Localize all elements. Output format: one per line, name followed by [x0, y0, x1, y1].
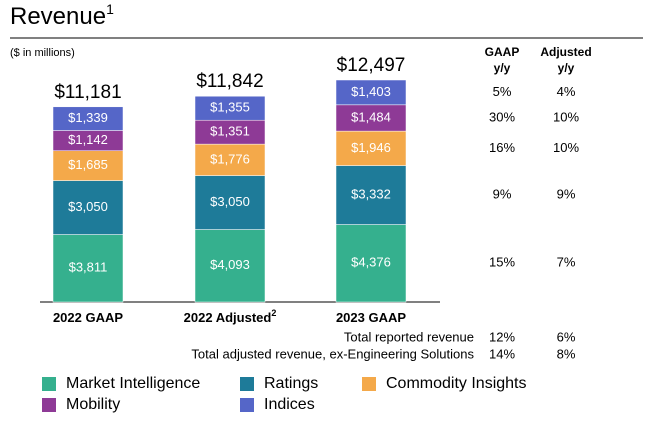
bar-segment	[194, 95, 266, 121]
growth-cell: 7%	[557, 255, 576, 270]
legend-swatch	[42, 398, 56, 412]
segment-label: $3,050	[210, 194, 250, 209]
bar-segment	[194, 229, 266, 303]
legend-label: Ratings	[264, 375, 318, 392]
total-row-label: Total adjusted revenue, ex-Engineering S…	[191, 346, 474, 361]
category-label: 2022 Adjusted2	[184, 308, 277, 325]
title-note: 1	[106, 1, 114, 17]
total-label: $11,181	[54, 82, 121, 103]
bar-segment	[52, 234, 124, 303]
legend-label: Market Intelligence	[66, 375, 200, 392]
chart-title: Revenue1	[10, 1, 114, 31]
segment-label: $1,776	[210, 151, 250, 166]
growth-cell: 14%	[489, 346, 515, 361]
segment-label: $1,484	[351, 109, 391, 124]
bar-segment	[335, 224, 407, 303]
bar-segment	[52, 150, 124, 181]
growth-cell: 5%	[493, 84, 512, 99]
segment-label: $1,403	[351, 84, 391, 99]
legend-swatch	[240, 398, 254, 412]
table-header: Adjusted	[540, 45, 591, 59]
bar-segment	[335, 79, 407, 106]
segment-label: $4,093	[210, 257, 250, 272]
total-row-label: Total reported revenue	[344, 329, 474, 344]
segment-label: $3,811	[69, 260, 108, 275]
growth-cell: 6%	[557, 329, 576, 344]
growth-cell: 10%	[553, 109, 579, 124]
bar-segment	[335, 104, 407, 132]
growth-cell: 8%	[557, 346, 576, 361]
legend-label: Indices	[264, 396, 315, 413]
growth-cell: 16%	[489, 140, 515, 155]
total-label: $12,497	[337, 55, 406, 76]
segment-label: $4,376	[351, 255, 391, 270]
total-label: $11,842	[196, 71, 263, 92]
title-text: Revenue	[10, 3, 106, 30]
category-label: 2022 GAAP	[53, 310, 123, 325]
category-text: 2023 GAAP	[336, 310, 406, 325]
category-text: 2022 Adjusted	[184, 310, 272, 325]
category-text: 2022 GAAP	[53, 310, 123, 325]
table-header: y/y	[558, 61, 575, 75]
bar-segment	[335, 165, 407, 225]
segment-label: $1,946	[351, 140, 391, 155]
segment-label: $1,142	[68, 132, 108, 147]
subtitle: ($ in millions)	[10, 47, 75, 59]
growth-cell: 30%	[489, 109, 515, 124]
segment-label: $3,050	[68, 199, 108, 214]
growth-cell: 9%	[493, 186, 512, 201]
table-header: y/y	[494, 61, 511, 75]
table-header: GAAP	[485, 45, 520, 59]
segment-label: $1,351	[210, 124, 250, 139]
bar-segment	[194, 175, 266, 230]
category-note: 2	[271, 308, 276, 318]
segment-label: $1,685	[68, 157, 108, 172]
segment-label: $1,355	[210, 100, 250, 115]
legend-swatch	[240, 377, 254, 391]
bar-segment	[335, 130, 407, 166]
growth-cell: 9%	[557, 186, 576, 201]
bar-segment	[52, 106, 124, 131]
legend-label: Mobility	[66, 396, 120, 413]
growth-cell: 4%	[557, 84, 576, 99]
legend-swatch	[42, 377, 56, 391]
legend-swatch	[362, 377, 376, 391]
growth-cell: 12%	[489, 329, 515, 344]
growth-cell: 15%	[489, 255, 515, 270]
growth-cell: 10%	[553, 140, 579, 155]
legend-label: Commodity Insights	[386, 375, 527, 392]
segment-label: $3,332	[351, 186, 391, 201]
category-label: 2023 GAAP	[336, 310, 406, 325]
segment-label: $1,339	[68, 110, 108, 125]
